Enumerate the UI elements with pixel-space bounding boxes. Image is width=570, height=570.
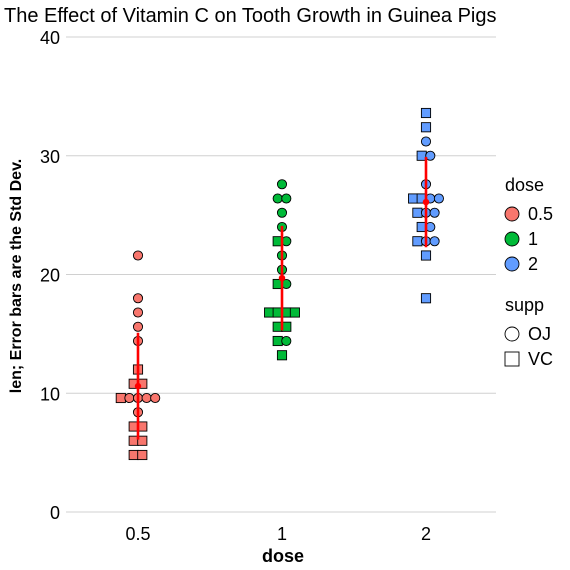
data-point-vc xyxy=(276,350,288,361)
data-point-vc xyxy=(272,335,283,347)
legend-supp-square xyxy=(504,351,520,367)
x-tick-label: 1 xyxy=(277,524,287,544)
y-tick-label: 20 xyxy=(40,266,60,286)
legend-dose-label: 0.5 xyxy=(528,204,553,224)
legend-title-dose: dose xyxy=(505,175,544,195)
legend-supp-circle xyxy=(504,326,520,342)
legend: dose 0.5 1 2 supp OJ VC xyxy=(504,175,553,369)
data-point-oj xyxy=(281,193,292,204)
y-tick-label: 40 xyxy=(40,28,60,48)
data-point-oj xyxy=(272,193,283,204)
data-point-vc xyxy=(420,293,432,304)
mean-point xyxy=(134,382,142,390)
data-point-oj xyxy=(429,207,440,218)
x-axis-label: dose xyxy=(262,546,304,566)
x-tick-label: 2 xyxy=(421,524,431,544)
data-point-vc xyxy=(115,392,126,404)
data-point-oj xyxy=(420,136,432,147)
data-point-oj xyxy=(141,392,152,404)
y-axis-label: len; Error bars are the Std Dev. xyxy=(8,159,25,393)
data-point-vc xyxy=(137,449,148,461)
legend-supp-label: VC xyxy=(528,349,553,369)
data-point-vc xyxy=(412,207,423,218)
data-point-oj xyxy=(429,236,440,247)
data-point-vc xyxy=(289,307,300,318)
data-point-vc xyxy=(264,307,275,318)
data-point-oj xyxy=(276,207,288,218)
mean-point xyxy=(422,198,430,206)
data-point-oj xyxy=(132,321,144,332)
summary-layer xyxy=(134,156,430,440)
legend-title-supp: supp xyxy=(505,295,544,315)
legend-supp-label: OJ xyxy=(528,324,551,344)
data-point-oj xyxy=(132,250,144,261)
data-point-oj xyxy=(132,307,144,318)
data-point-vc xyxy=(420,122,432,133)
y-ticks: 0 10 20 30 40 xyxy=(40,28,60,523)
data-point-oj xyxy=(150,392,161,404)
data-point-oj xyxy=(124,392,135,404)
legend-dose-label: 1 xyxy=(528,229,538,249)
chart-title: The Effect of Vitamin C on Tooth Growth … xyxy=(4,5,497,27)
x-ticks: 0.5 1 2 xyxy=(125,524,431,544)
mean-point xyxy=(278,274,286,282)
data-point-vc xyxy=(408,193,419,204)
legend-dose-swatch xyxy=(504,256,520,272)
data-point-vc xyxy=(420,107,432,119)
points-layer xyxy=(115,107,444,461)
legend-dose-swatch xyxy=(504,231,520,247)
legend-dose-swatch xyxy=(504,206,520,222)
y-tick-label: 0 xyxy=(50,503,60,523)
x-tick-label: 0.5 xyxy=(125,524,150,544)
y-tick-label: 30 xyxy=(40,147,60,167)
y-tick-label: 10 xyxy=(40,384,60,404)
data-point-oj xyxy=(281,335,292,347)
data-point-vc xyxy=(420,250,432,261)
data-point-vc xyxy=(128,449,139,461)
data-point-oj xyxy=(425,150,436,161)
data-point-vc xyxy=(412,236,423,247)
data-point-oj xyxy=(276,179,288,190)
legend-dose-label: 2 xyxy=(528,254,538,274)
data-point-oj xyxy=(433,193,444,204)
data-point-vc xyxy=(137,435,148,446)
data-point-oj xyxy=(132,293,144,304)
